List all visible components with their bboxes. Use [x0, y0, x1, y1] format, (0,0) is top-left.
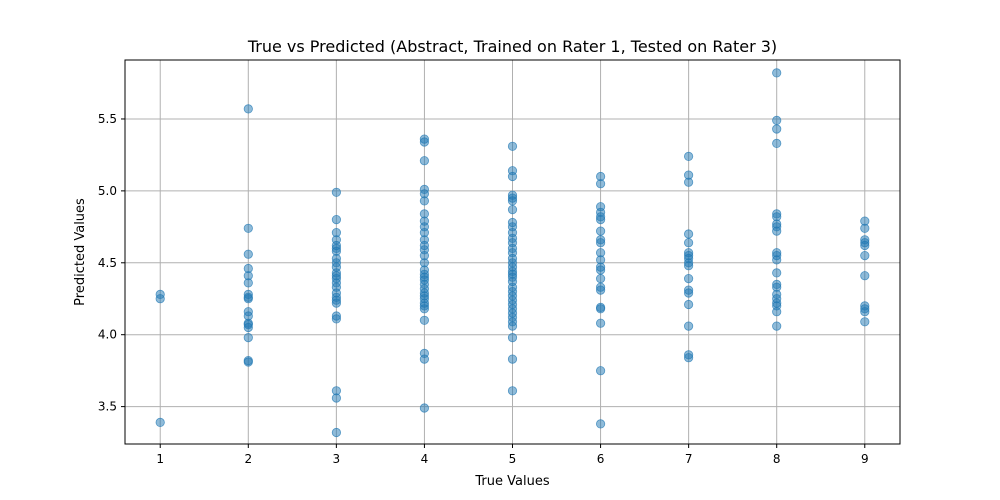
scatter-point	[683, 321, 694, 331]
scatter-point	[772, 255, 782, 265]
scatter-point	[683, 288, 694, 298]
scatter-point	[683, 353, 694, 363]
scatter-point	[419, 156, 429, 166]
scatter-point	[419, 304, 429, 314]
x-tick-label: 5	[509, 452, 517, 466]
axis-ticks: 1 2 3 4 5 6 7 8 9 3.5 4.0 4.5 5.0 5.5	[98, 112, 869, 466]
scatter-point	[595, 366, 606, 376]
scatter-point	[772, 138, 782, 148]
x-tick-label: 3	[333, 452, 341, 466]
scatter-point	[419, 315, 429, 325]
scatter-point	[595, 273, 606, 284]
scatter-point	[860, 240, 870, 251]
x-tick-label: 7	[685, 452, 693, 466]
scatter-point	[772, 226, 782, 236]
scatter-point	[683, 238, 694, 248]
scatter-point	[595, 419, 606, 429]
scatter-point	[595, 215, 606, 225]
x-tick-label: 4	[421, 452, 429, 466]
scatter-point	[243, 322, 253, 333]
y-tick-label: 4.5	[98, 256, 117, 270]
scatter-point	[595, 226, 606, 236]
scatter-point	[683, 151, 694, 161]
scatter-point	[860, 317, 870, 327]
scatter-point	[595, 285, 606, 295]
scatter-point	[860, 307, 870, 317]
chart-title: True vs Predicted (Abstract, Trained on …	[247, 37, 777, 56]
x-tick-label: 8	[773, 452, 781, 466]
x-axis-label: True Values	[474, 474, 549, 489]
scatter-point	[683, 229, 694, 239]
scatter-point	[507, 171, 518, 182]
scatter-point	[860, 223, 870, 233]
scatter-point	[595, 318, 606, 328]
scatter-point	[243, 294, 253, 304]
scatter-point	[243, 223, 253, 233]
x-tick-label: 1	[156, 452, 164, 466]
x-tick-label: 6	[597, 452, 605, 466]
y-tick-label: 5.0	[98, 184, 117, 198]
scatter-point	[507, 386, 518, 396]
scatter-point	[419, 196, 429, 206]
scatter-point	[507, 205, 518, 215]
scatter-point	[331, 187, 341, 197]
y-tick-label: 5.5	[98, 112, 117, 126]
scatter-point	[507, 321, 518, 331]
scatter-point	[331, 314, 341, 324]
scatter-point	[595, 238, 606, 248]
scatter-point	[155, 294, 165, 304]
scatter-point	[860, 271, 870, 281]
scatter-point	[683, 261, 694, 271]
scatter-point	[595, 179, 606, 189]
scatter-point	[772, 321, 782, 331]
scatter-point	[772, 124, 782, 134]
scatter-point	[595, 304, 606, 314]
scatter-point	[243, 278, 253, 288]
scatter-point	[772, 268, 782, 278]
scatter-point	[507, 354, 518, 364]
x-tick-label: 9	[861, 452, 869, 466]
scatter-point	[595, 265, 606, 275]
scatter-point	[243, 104, 253, 114]
scatter-point	[243, 249, 253, 259]
scatter-point	[243, 332, 253, 343]
scatter-point	[419, 403, 429, 413]
scatter-point	[507, 196, 518, 206]
scatter-point	[331, 215, 341, 225]
scatter-point	[683, 177, 694, 187]
scatter-point	[683, 299, 694, 310]
scatter-point	[507, 332, 518, 343]
scatter-point	[243, 357, 253, 367]
scatter-point	[683, 273, 694, 284]
scatter-point	[331, 298, 341, 308]
scatter-point	[155, 417, 165, 427]
scatter-point	[331, 427, 341, 438]
y-axis-label: Predicted Values	[73, 198, 88, 306]
scatter-point	[772, 68, 782, 78]
scatter-point	[772, 115, 782, 126]
scatter-point	[331, 393, 341, 403]
scatter-point	[419, 137, 429, 147]
scatter-point	[419, 354, 429, 364]
y-tick-label: 4.0	[98, 328, 117, 342]
scatter-point	[772, 307, 782, 317]
x-tick-label: 2	[244, 452, 252, 466]
y-tick-label: 3.5	[98, 400, 117, 414]
data-points	[155, 68, 870, 438]
scatter-point	[507, 141, 518, 151]
scatter-point	[860, 251, 870, 261]
